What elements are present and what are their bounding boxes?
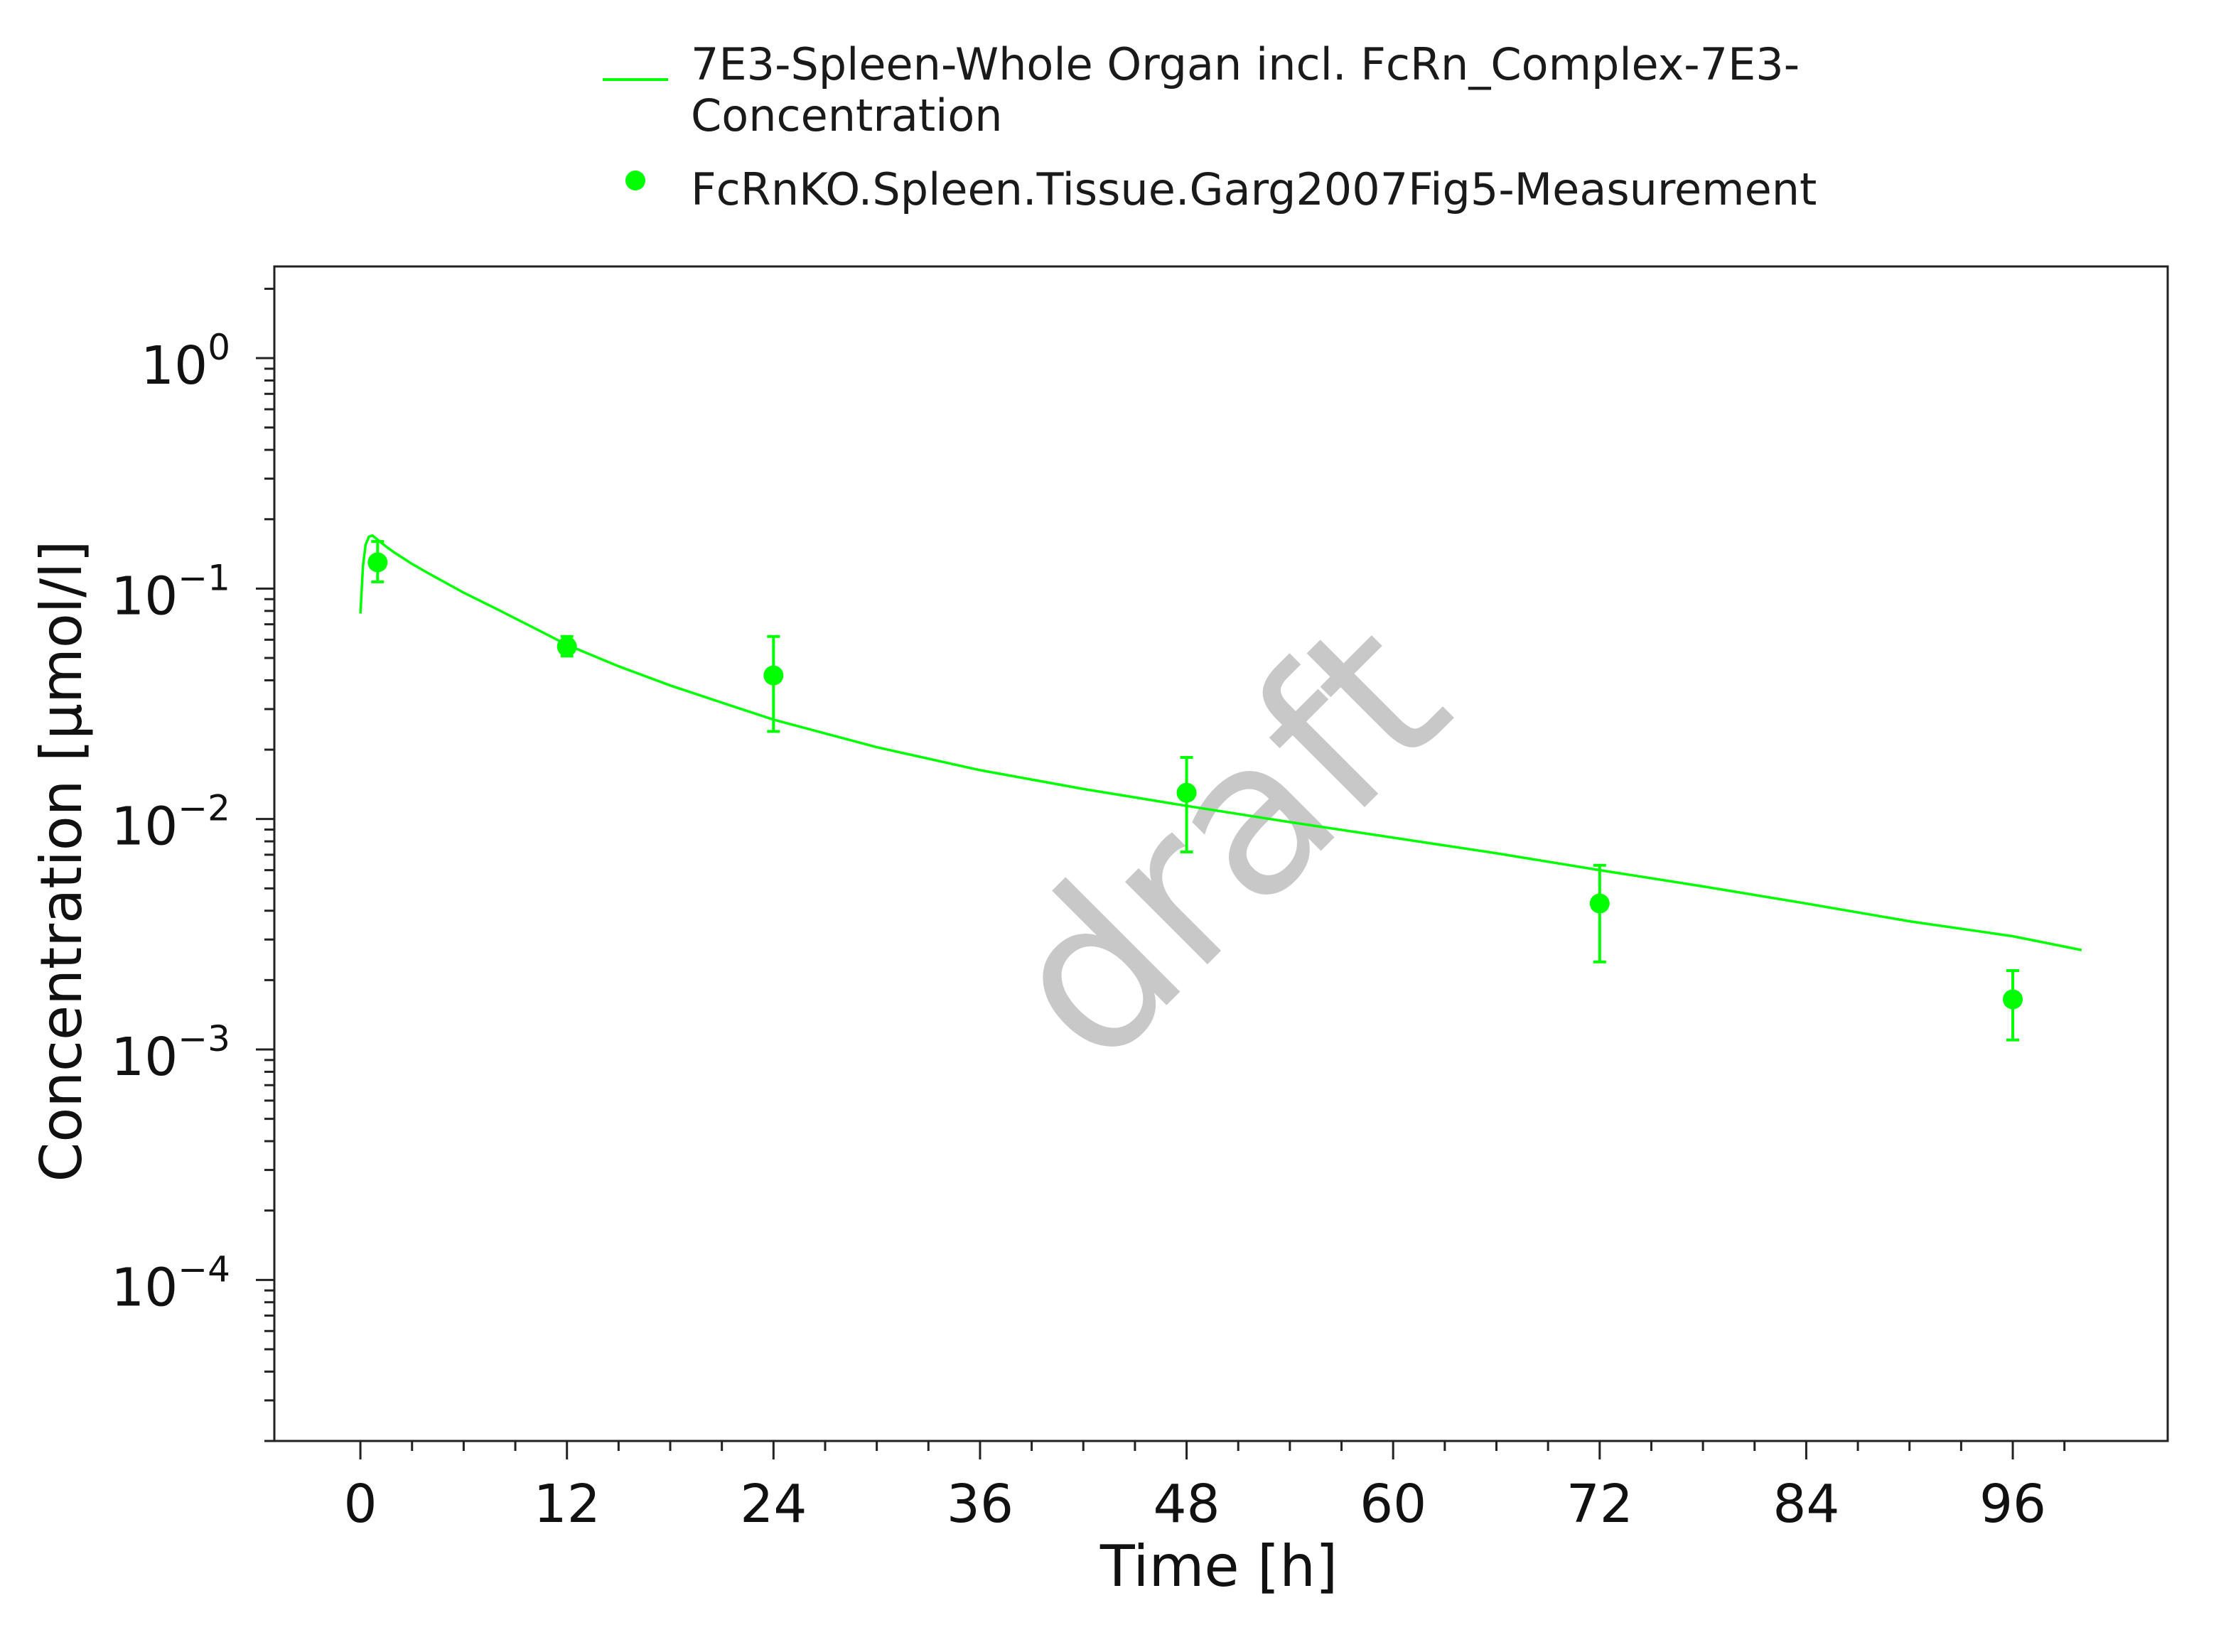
x-tick-label: 60 — [1360, 1474, 1426, 1535]
x-tick-label: 72 — [1566, 1474, 1633, 1535]
y-tick-label: 10−2 — [111, 788, 230, 858]
x-tick-label: 0 — [344, 1474, 377, 1535]
x-axis: 0 12 24 36 48 60 72 84 96 — [344, 1441, 2066, 1535]
y-axis: 100 10−1 10−2 10−3 10−4 — [111, 287, 274, 1442]
x-tick-label: 12 — [534, 1474, 601, 1535]
data-point — [2003, 989, 2023, 1010]
x-tick-label: 36 — [947, 1474, 1013, 1535]
legend-label-line-1: 7E3-Spleen-Whole Organ incl. FcRn_Comple… — [691, 38, 1800, 90]
x-tick-label: 24 — [740, 1474, 807, 1535]
data-point — [367, 552, 388, 573]
data-point — [763, 665, 784, 686]
legend-marker-swatch — [625, 171, 645, 190]
legend: 7E3-Spleen-Whole Organ incl. FcRn_Comple… — [603, 38, 1817, 215]
x-tick-label: 84 — [1773, 1474, 1839, 1535]
x-tick-label: 96 — [1979, 1474, 2046, 1535]
y-tick-label: 10−1 — [111, 557, 230, 627]
x-tick-label: 48 — [1153, 1474, 1220, 1535]
data-point — [1589, 893, 1610, 914]
y-tick-label: 100 — [141, 327, 230, 396]
data-point — [556, 637, 577, 657]
data-point — [1176, 782, 1197, 803]
legend-label-measurement: FcRnKO.Spleen.Tissue.Garg2007Fig5-Measur… — [691, 163, 1817, 215]
plot-area — [359, 534, 2082, 1042]
x-axis-title: Time [h] — [1099, 1533, 1338, 1599]
y-tick-label: 10−4 — [111, 1248, 230, 1318]
y-tick-label: 10−3 — [111, 1018, 230, 1088]
y-axis-title: Concentration [µmol/l] — [28, 541, 95, 1182]
legend-label-line-2: Concentration — [691, 90, 1003, 141]
